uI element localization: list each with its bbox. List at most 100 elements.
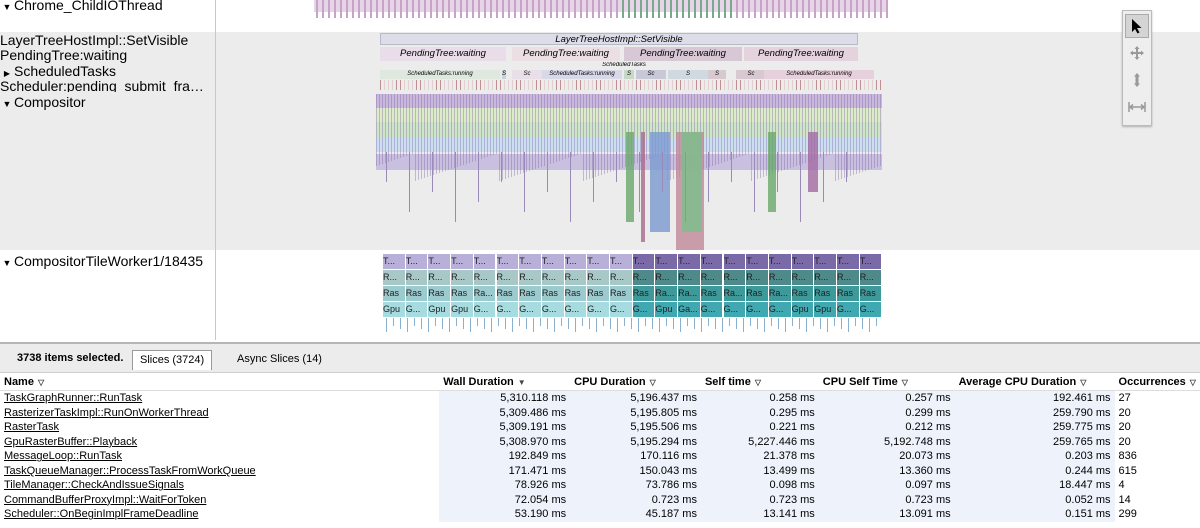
compositor-slice[interactable] [427, 94, 428, 177]
tile-task-slice[interactable]: T... [587, 254, 609, 269]
tile-tick[interactable] [799, 318, 800, 329]
scheduler-tick[interactable] [432, 80, 433, 90]
compositor-spike[interactable] [639, 152, 640, 212]
compositor-slice[interactable] [862, 94, 863, 172]
scheduler-tick[interactable] [416, 80, 417, 90]
compositor-slice[interactable] [619, 94, 620, 169]
compositor-slice[interactable] [577, 94, 578, 155]
tile-tick[interactable] [715, 318, 716, 329]
slice-name-link[interactable]: RasterizerTaskImpl::RunOnWorkerThread [4, 406, 209, 419]
tile-task-slice[interactable]: Ras [383, 286, 405, 301]
scheduler-tick[interactable] [844, 80, 845, 90]
scheduler-tick[interactable] [808, 80, 809, 90]
compositor-slice[interactable] [490, 94, 491, 156]
tile-tick[interactable] [442, 318, 443, 329]
compositor-slice[interactable] [724, 94, 725, 162]
compositor-slice[interactable] [865, 94, 866, 171]
scheduler-tick[interactable] [776, 80, 777, 90]
scheduler-tick[interactable] [752, 80, 753, 90]
childio-slice[interactable] [814, 0, 816, 18]
childio-slice[interactable] [346, 0, 348, 18]
childio-slice[interactable] [742, 0, 744, 18]
compositor-slice[interactable] [562, 94, 563, 160]
compositor-deep-slice[interactable] [626, 132, 634, 222]
tile-task-slice[interactable]: G... [723, 302, 746, 317]
childio-slice[interactable] [580, 0, 582, 18]
scheduler-tick[interactable] [384, 80, 385, 90]
scheduler-tick[interactable] [764, 80, 765, 90]
compositor-slice[interactable] [454, 94, 455, 168]
childio-slice[interactable] [646, 0, 648, 18]
tile-tick[interactable] [568, 318, 569, 329]
childio-slice[interactable] [430, 0, 432, 18]
tile-tick[interactable] [666, 318, 667, 326]
scheduler-tick[interactable] [404, 80, 405, 90]
tile-task-slice[interactable]: Ras [791, 286, 814, 301]
compositor-slice[interactable] [541, 94, 542, 167]
tile-task-slice[interactable]: T... [678, 254, 700, 269]
tile-tick[interactable] [463, 318, 464, 329]
tile-tick[interactable] [428, 318, 429, 332]
tile-tick[interactable] [659, 318, 660, 332]
compositor-slice[interactable] [634, 94, 635, 164]
compositor-slice[interactable] [583, 94, 584, 181]
scheduler-tick[interactable] [860, 80, 861, 90]
childio-slice[interactable] [316, 0, 318, 18]
childio-slice[interactable] [670, 0, 672, 18]
childio-slice[interactable] [724, 0, 726, 18]
scheduler-tick[interactable] [668, 80, 669, 90]
slice-pending-waiting[interactable]: PendingTree:waiting [512, 47, 620, 61]
tile-tick[interactable] [582, 318, 583, 326]
compositor-slice[interactable] [613, 94, 614, 171]
scheduler-tick[interactable] [472, 80, 473, 90]
compositor-slice[interactable] [814, 94, 815, 160]
tile-tick[interactable] [554, 318, 555, 332]
scheduler-tick[interactable] [456, 80, 457, 90]
tile-task-slice[interactable]: Ras [587, 286, 609, 301]
compositor-slice[interactable] [763, 94, 764, 177]
scheduler-tick[interactable] [612, 80, 613, 90]
tile-task-slice[interactable]: Ras [837, 286, 859, 301]
expand-triangle-icon[interactable]: ▶ [3, 69, 11, 78]
childio-slice[interactable] [880, 0, 882, 18]
childio-slice[interactable] [526, 0, 528, 18]
scheduler-tick[interactable] [788, 80, 789, 90]
timeline-view[interactable]: ▼ Chrome_ChildIOThread LayerTreeHostImpl:… [0, 0, 1200, 340]
tile-task-slice[interactable]: Ra... [768, 286, 791, 301]
tile-tick[interactable] [792, 318, 793, 326]
tile-tick[interactable] [701, 318, 702, 332]
compositor-slice[interactable] [805, 94, 806, 163]
childio-slice[interactable] [694, 0, 696, 18]
childio-slice[interactable] [622, 0, 624, 18]
scheduler-tick[interactable] [856, 80, 857, 90]
tile-task-slice[interactable]: R... [496, 270, 519, 285]
compositor-spike[interactable] [823, 152, 824, 202]
compositor-slice[interactable] [415, 94, 416, 181]
tile-tick[interactable] [813, 318, 814, 326]
compositor-slice[interactable] [568, 94, 569, 158]
tab-async-slices[interactable]: Async Slices (14) [237, 353, 322, 365]
scheduler-tick[interactable] [696, 80, 697, 90]
slice-name-link[interactable]: Scheduler::OnBeginImplFrameDeadline [4, 508, 199, 521]
compositor-slice[interactable] [598, 94, 599, 176]
childio-slice[interactable] [508, 0, 510, 18]
childio-slice[interactable] [802, 0, 804, 18]
childio-slice[interactable] [532, 0, 534, 18]
tile-tick[interactable] [785, 318, 786, 332]
childio-slice[interactable] [790, 0, 792, 18]
track-renderer-body[interactable]: LayerTreeHostImpl::SetVisible PendingTre… [216, 32, 1200, 92]
childio-slice[interactable] [628, 0, 630, 18]
scheduler-tick[interactable] [796, 80, 797, 90]
tile-tick[interactable] [393, 318, 394, 326]
scheduler-tick[interactable] [676, 80, 677, 90]
tile-task-slice[interactable]: Ras [451, 286, 473, 301]
childio-slice[interactable] [616, 0, 618, 18]
track-header-compositor[interactable]: ▼ Compositor [0, 94, 86, 112]
tile-tick[interactable] [386, 318, 387, 332]
childio-slice[interactable] [706, 0, 708, 18]
scheduler-tick[interactable] [508, 80, 509, 90]
compositor-slice[interactable] [466, 94, 467, 164]
tile-tick[interactable] [743, 318, 744, 332]
tile-tick[interactable] [820, 318, 821, 329]
compositor-slice[interactable] [436, 94, 437, 174]
